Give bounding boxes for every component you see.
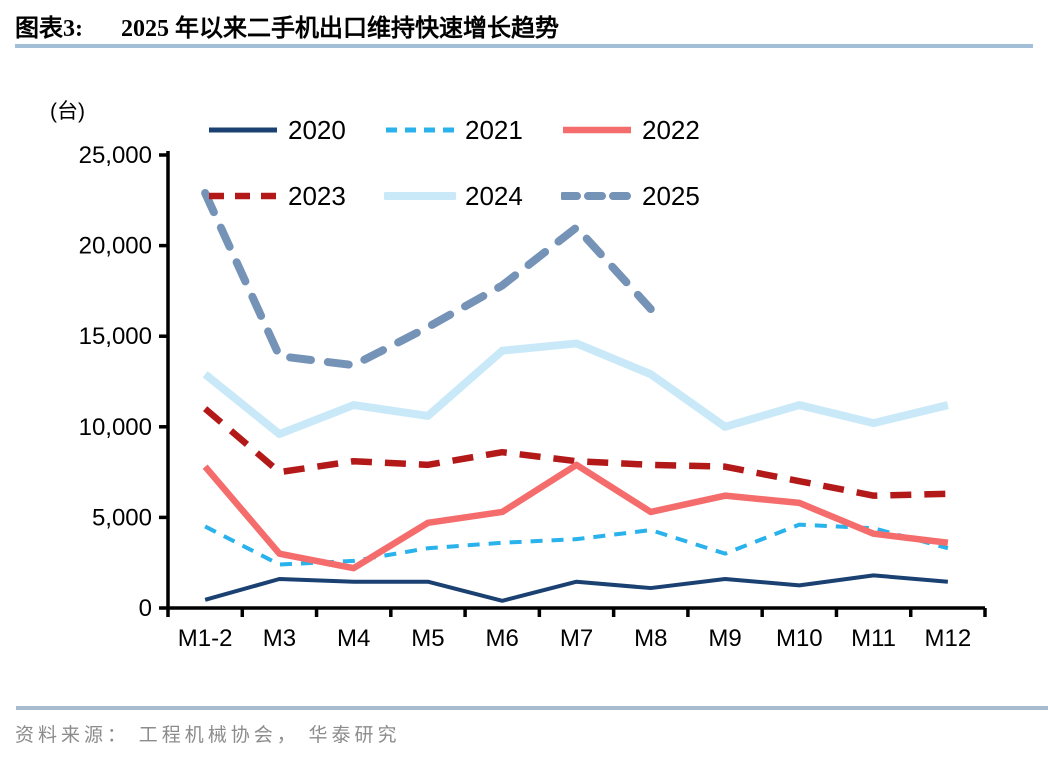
x-tick-label: M1-2 [178,625,233,652]
x-tick-label: M5 [411,625,444,652]
title-divider [15,44,1033,48]
y-tick-label: 25,000 [79,142,152,169]
legend-item-2025[interactable]: 2025 [561,183,700,209]
legend-label: 2020 [288,115,346,145]
chart-header: 图表3: 2025 年以来二手机出口维持快速增长趋势 [15,8,1033,43]
y-tick-label: 20,000 [79,233,152,260]
legend-item-2022[interactable]: 2022 [561,117,700,143]
series-line-2022 [202,461,949,572]
legend-item-2020[interactable]: 2020 [207,117,346,143]
legend-swatch-2020 [209,127,277,133]
legend-swatch-2023 [209,192,277,200]
x-tick-label: M3 [263,625,296,652]
chart-tag: 图表3: [15,16,83,42]
legend-item-2023[interactable]: 2023 [207,183,346,209]
legend-label: 2024 [465,181,523,211]
x-tick-label: M12 [925,625,972,652]
legend-label: 2022 [642,115,700,145]
x-tick-label: M7 [560,625,593,652]
legend-label: 2023 [288,181,346,211]
legend-item-2021[interactable]: 2021 [384,117,523,143]
page-title: 2025 年以来二手机出口维持快速增长趋势 [121,16,559,42]
y-tick-label: 5,000 [92,504,152,531]
x-tick-label: M9 [708,625,741,652]
x-tick-label: M11 [851,625,896,652]
x-tick-label: M10 [776,625,823,652]
source-note: 资料来源： 工程机械协会， 华泰研究 [15,725,401,746]
legend-item-2024[interactable]: 2024 [384,183,523,209]
series-line-2025 [201,189,655,370]
y-axis-unit-label: (台) [50,100,85,123]
series-line-2023 [203,406,948,499]
y-tick-label: 10,000 [79,414,152,441]
series-line-2020 [204,573,949,603]
y-tick-label: 15,000 [79,323,152,350]
legend-label: 2021 [465,115,523,145]
x-tick-label: M8 [634,625,667,652]
x-tick-label: M4 [337,625,370,652]
y-tick-label: 0 [139,595,152,622]
legend-swatch-2025 [561,192,633,200]
legend-swatch-2021 [386,127,454,133]
legend-swatch-2022 [563,126,631,134]
legend-swatch-2024 [384,192,456,200]
footer-divider [16,706,1048,710]
x-tick-label: M6 [486,625,519,652]
chart-legend: 2020 2021 2022 2023 2024 2025 [0,0,1048,240]
series-line-2024 [202,339,949,439]
legend-label: 2025 [642,181,700,211]
